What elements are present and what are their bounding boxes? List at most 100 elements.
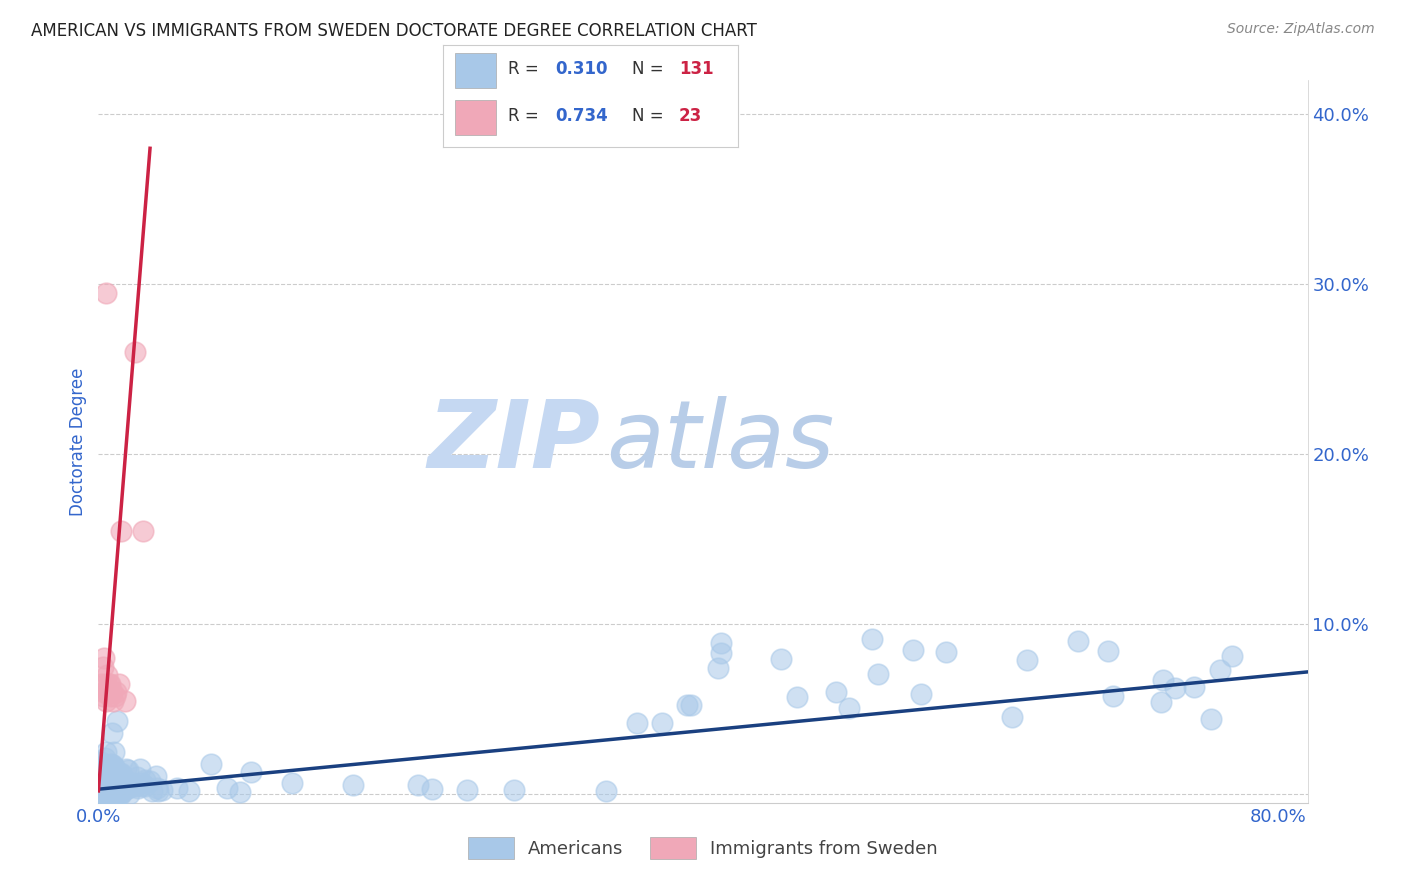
Point <box>94 751 117 765</box>
Point <box>90 774 112 789</box>
Point <box>100 783 122 797</box>
Point <box>141 784 163 798</box>
Point <box>128 762 150 776</box>
Point <box>98 780 121 795</box>
Point <box>91 785 114 799</box>
Point <box>710 636 733 650</box>
Point <box>103 758 125 772</box>
Text: 0.734: 0.734 <box>555 107 607 126</box>
Point <box>98 774 121 789</box>
Point <box>91 784 114 798</box>
Point <box>110 524 132 538</box>
Point <box>146 784 169 798</box>
Point <box>595 784 617 798</box>
Text: ZIP: ZIP <box>427 395 600 488</box>
Point <box>93 780 115 794</box>
Point <box>117 780 139 795</box>
Point <box>91 781 114 796</box>
Point <box>96 775 118 789</box>
Point <box>115 780 138 795</box>
Point <box>114 694 136 708</box>
Point <box>707 661 730 675</box>
Point <box>152 783 174 797</box>
Point <box>420 781 443 796</box>
Point <box>108 677 131 691</box>
Point <box>93 685 115 699</box>
Point <box>97 677 120 691</box>
Point <box>127 770 149 784</box>
Text: 23: 23 <box>679 107 703 126</box>
Point <box>100 685 122 699</box>
Point <box>96 685 118 699</box>
Point <box>769 652 792 666</box>
Point <box>679 698 702 712</box>
Point <box>108 779 131 793</box>
Point <box>105 782 128 797</box>
Point <box>91 660 114 674</box>
Point <box>111 783 134 797</box>
Point <box>89 787 111 801</box>
Point <box>117 787 139 801</box>
Text: R =: R = <box>508 61 544 78</box>
Text: Source: ZipAtlas.com: Source: ZipAtlas.com <box>1227 22 1375 37</box>
Point <box>100 763 122 777</box>
Point <box>100 766 122 780</box>
Point <box>240 764 263 779</box>
Bar <box>454 53 496 87</box>
Point <box>166 781 188 796</box>
Text: N =: N = <box>631 61 669 78</box>
Point <box>103 760 125 774</box>
Point <box>100 765 122 780</box>
Point <box>626 715 648 730</box>
Point <box>105 785 128 799</box>
Point <box>675 698 697 712</box>
Point <box>98 677 121 691</box>
Point <box>94 677 117 691</box>
Point <box>94 694 117 708</box>
Point <box>110 765 132 780</box>
Point <box>96 668 118 682</box>
Point <box>89 787 111 801</box>
Point <box>110 784 132 798</box>
Point <box>862 632 884 646</box>
Point <box>1152 673 1174 687</box>
Point <box>110 785 132 799</box>
Bar <box>454 100 496 135</box>
Text: R =: R = <box>508 107 544 126</box>
Point <box>98 780 121 794</box>
Point <box>134 779 156 793</box>
Point <box>98 689 121 703</box>
Point <box>127 780 149 795</box>
Point <box>115 762 138 776</box>
Point <box>90 755 112 769</box>
Point <box>129 779 152 793</box>
Point <box>131 776 153 790</box>
Point <box>124 345 146 359</box>
Point <box>935 644 957 658</box>
Point <box>117 763 139 777</box>
Point <box>107 771 129 785</box>
Point <box>110 787 132 801</box>
Point <box>94 761 117 775</box>
Point <box>89 770 111 784</box>
Point <box>96 778 118 792</box>
Point <box>105 786 128 800</box>
Point <box>145 769 167 783</box>
Point <box>103 787 125 801</box>
Point <box>121 776 143 790</box>
Point <box>105 768 128 782</box>
Point <box>91 689 114 703</box>
Point <box>90 766 112 780</box>
Point <box>110 787 132 801</box>
Point <box>90 782 112 797</box>
Text: N =: N = <box>631 107 669 126</box>
Point <box>112 783 135 797</box>
Point <box>342 778 364 792</box>
Point <box>146 780 169 795</box>
Point <box>177 784 200 798</box>
Point <box>1220 649 1243 664</box>
Point <box>1017 653 1039 667</box>
Point <box>90 677 112 691</box>
Text: 0.310: 0.310 <box>555 61 607 78</box>
Point <box>1150 695 1173 709</box>
